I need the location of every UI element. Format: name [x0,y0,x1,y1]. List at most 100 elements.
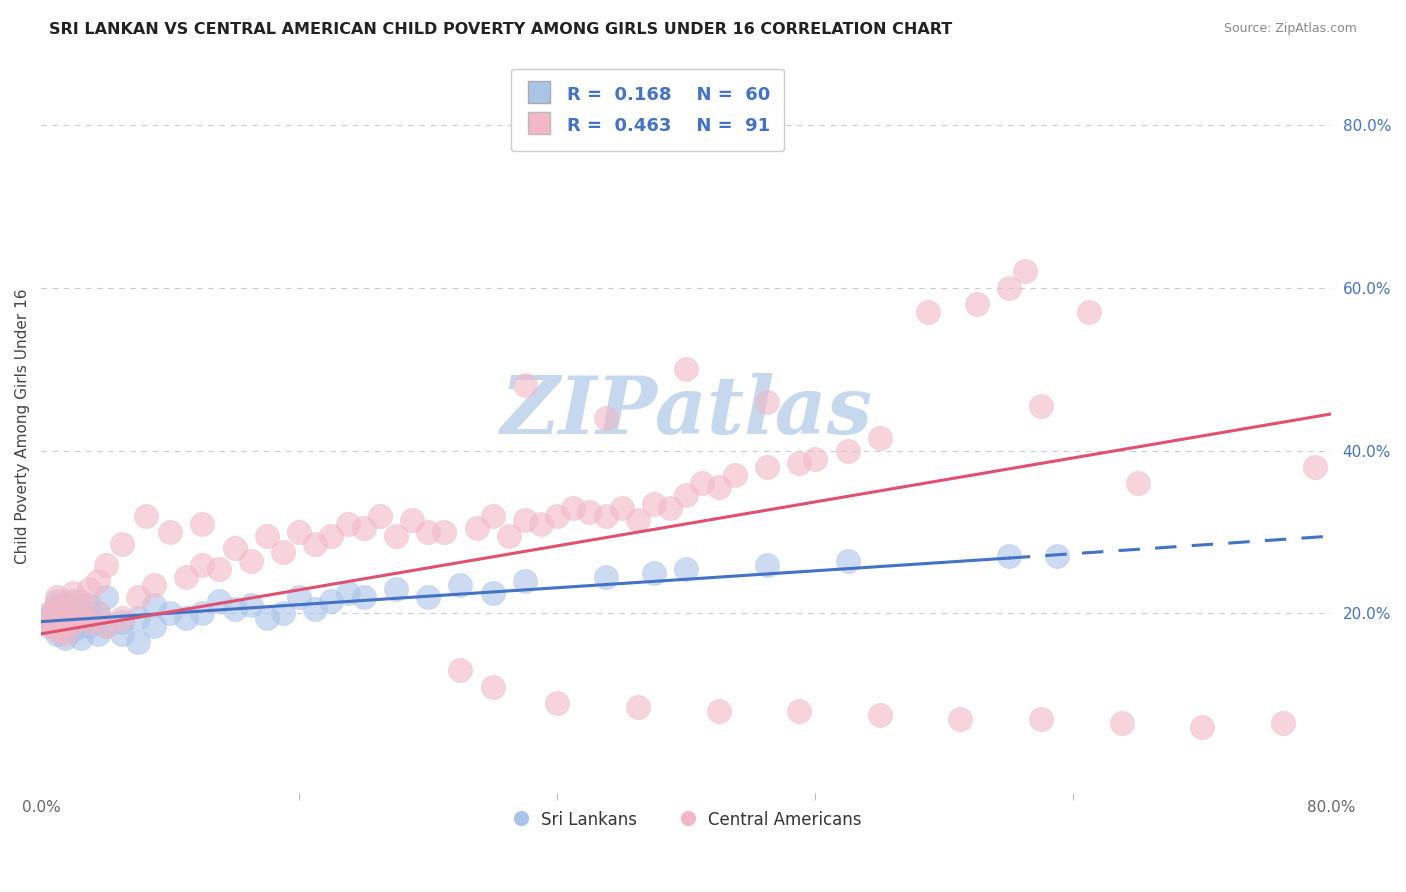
Point [288,524,311,539]
Point [46,627,69,641]
Point [304,602,326,616]
Point [917,305,939,319]
Point [610,500,633,515]
Point [41,607,63,621]
Y-axis label: Child Poverty Among Girls Under 16: Child Poverty Among Girls Under 16 [15,288,30,564]
Point [111,615,134,629]
Point [755,394,778,409]
Point [70,618,93,632]
Point [353,590,375,604]
Point [94,618,117,632]
Point [135,508,157,523]
Point [53,599,76,613]
Point [70,594,93,608]
Point [239,599,262,613]
Point [449,664,471,678]
Point [385,582,408,596]
Point [837,553,859,567]
Point [869,708,891,723]
Point [41,618,63,632]
Point [86,615,108,629]
Legend: Sri Lankans, Central Americans: Sri Lankans, Central Americans [503,805,869,836]
Point [787,456,810,470]
Point [1111,716,1133,731]
Point [53,627,76,641]
Point [1303,459,1326,474]
Point [53,623,76,637]
Point [643,566,665,580]
Point [530,516,553,531]
Point [53,607,76,621]
Point [70,602,93,616]
Point [998,280,1021,294]
Point [271,545,294,559]
Point [336,586,359,600]
Point [595,570,617,584]
Point [562,500,585,515]
Point [86,607,108,621]
Point [79,618,101,632]
Point [79,607,101,621]
Point [288,590,311,604]
Point [79,615,101,629]
Text: Source: ZipAtlas.com: Source: ZipAtlas.com [1223,22,1357,36]
Point [1029,712,1052,726]
Point [595,411,617,425]
Point [159,607,181,621]
Point [755,459,778,474]
Point [38,615,60,629]
Point [224,541,246,556]
Point [46,602,69,616]
Point [1014,264,1036,278]
Point [174,610,197,624]
Point [111,610,134,624]
Point [401,513,423,527]
Point [256,529,278,543]
Point [62,594,84,608]
Point [143,599,166,613]
Point [675,488,697,502]
Point [46,594,69,608]
Point [1272,716,1295,731]
Point [46,610,69,624]
Point [1046,549,1069,564]
Point [675,362,697,376]
Point [127,610,149,624]
Point [207,562,229,576]
Point [62,586,84,600]
Point [46,610,69,624]
Point [271,607,294,621]
Point [707,704,730,718]
Point [513,378,536,392]
Point [513,513,536,527]
Point [159,524,181,539]
Text: SRI LANKAN VS CENTRAL AMERICAN CHILD POVERTY AMONG GIRLS UNDER 16 CORRELATION CH: SRI LANKAN VS CENTRAL AMERICAN CHILD POV… [49,22,952,37]
Point [127,635,149,649]
Point [498,529,520,543]
Point [256,610,278,624]
Point [643,496,665,510]
Point [804,451,827,466]
Point [1078,305,1101,319]
Point [692,476,714,491]
Point [53,631,76,645]
Point [433,524,456,539]
Point [46,623,69,637]
Point [707,480,730,494]
Point [353,521,375,535]
Point [79,582,101,596]
Point [224,602,246,616]
Point [481,586,503,600]
Point [53,615,76,629]
Point [70,610,93,624]
Point [86,607,108,621]
Point [336,516,359,531]
Point [143,618,166,632]
Point [239,553,262,567]
Point [787,704,810,718]
Point [481,508,503,523]
Point [191,516,214,531]
Point [578,505,600,519]
Point [94,618,117,632]
Point [38,607,60,621]
